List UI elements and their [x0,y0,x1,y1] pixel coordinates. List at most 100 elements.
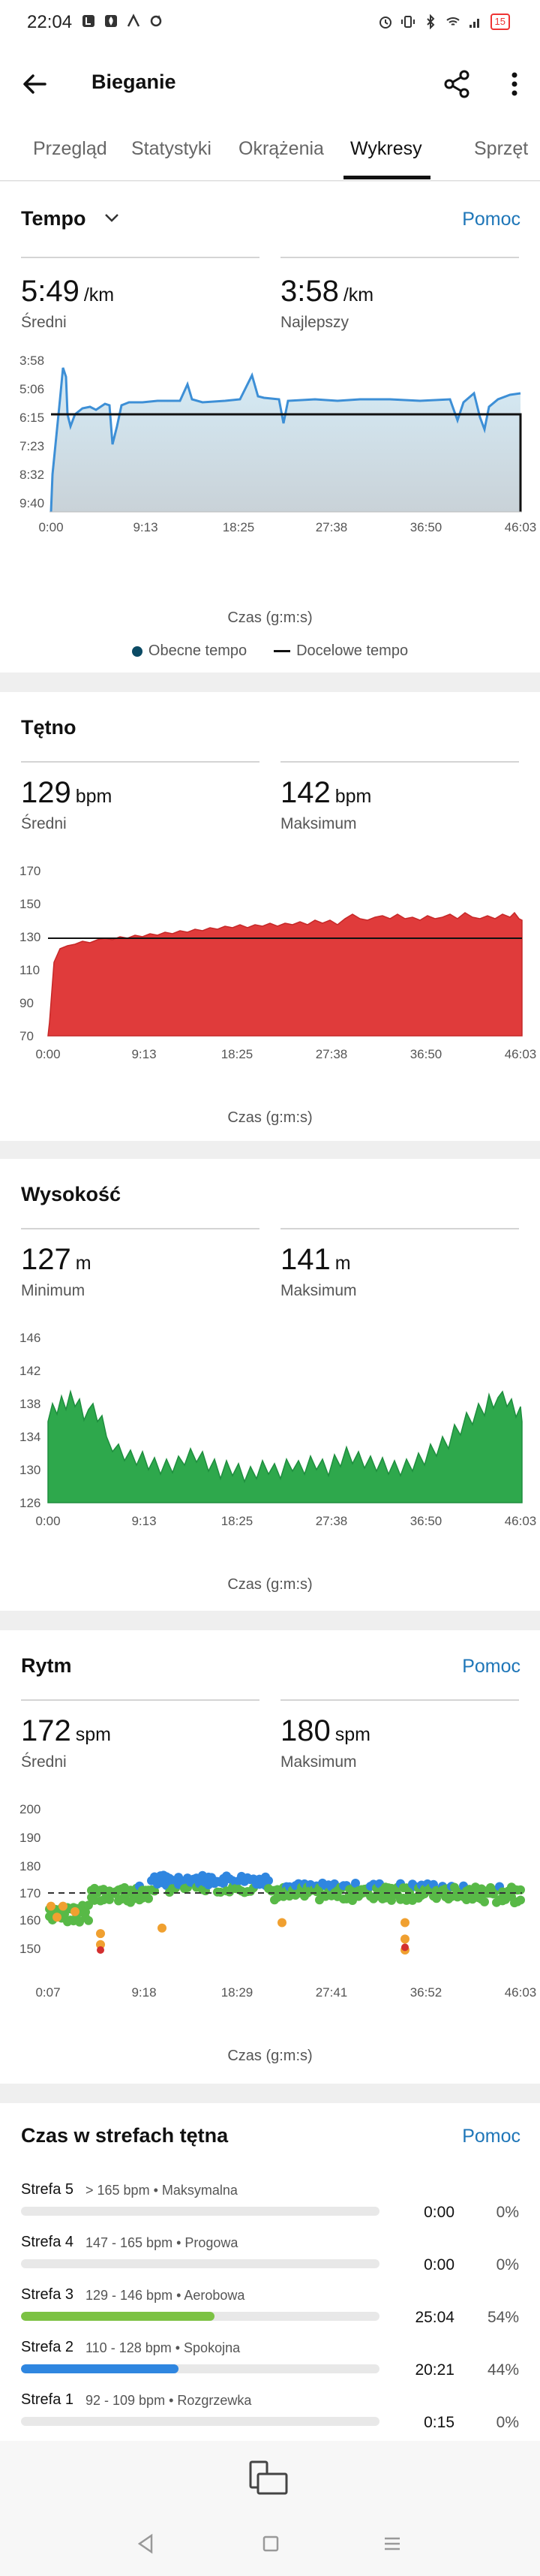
zone-name: Strefa 2 [21,2339,74,2355]
zone-time: 0:00 [424,2256,454,2274]
cadence-points [45,1870,525,1955]
zone-name: Strefa 4 [21,2234,74,2250]
pace-y-tick: 5:06 [20,382,44,396]
share-icon[interactable] [441,68,474,101]
arrow-left-icon[interactable] [18,68,51,101]
zone-bar [21,2417,380,2426]
elev-y-tick: 126 [20,1496,40,1510]
hr-max-label: Maksimum [280,815,357,832]
cadence-y-ticks: 200 190 180 170 160 150 [20,1803,40,1956]
zone-range: > 165 bpm • Maksymalna [86,2183,238,2198]
hr-x-title: Czas (g:m:s) [227,1109,313,1126]
pace-card: Tempo Pomoc 5:49/km Średni 3:58/km Najle… [0,182,540,673]
pace-help-link[interactable]: Pomoc [462,209,520,230]
zone-time: 20:21 [415,2361,454,2379]
hr-x-tick: 27:38 [316,1047,348,1061]
heart-rate-card: Tętno 129 bpm Średni 142 bpm Maksimum 170 … [0,692,540,1141]
chevron-down-icon[interactable] [104,212,120,224]
elev-min-label: Minimum [21,1282,86,1299]
zone-range: 129 - 146 bpm • Aerobowa [86,2288,245,2303]
zones-help-link[interactable]: Pomoc [462,2126,520,2147]
cadence-point [96,1929,105,1939]
pace-area [51,368,520,512]
tab-indicator [344,176,430,179]
cadence-y-tick: 200 [20,1803,40,1816]
cadence-y-tick: 190 [20,1831,40,1845]
pace-x-tick: 18:25 [223,520,255,534]
cadence-card: Rytm Pomoc 172 spm Średni 180 spm Maksimum… [0,1630,540,2084]
elev-x-title: Czas (g:m:s) [227,1576,313,1593]
hr-y-tick: 70 [20,1029,34,1043]
nav-home-icon[interactable] [260,2532,282,2555]
wifi-icon [446,17,460,26]
elev-y-tick: 146 [20,1332,40,1345]
tab-wykresy[interactable]: Wykresy [350,138,422,159]
pace-best-value: 3:58/km [280,275,374,308]
hr-average-value: 129 bpm [21,776,112,809]
zone-time: 0:00 [424,2204,454,2221]
legend-current-label: Obecne tempo [148,642,248,660]
hr-x-tick: 9:13 [131,1047,156,1061]
hr-x-tick: 36:50 [410,1047,442,1061]
cadence-point [264,1876,273,1885]
zone-range: 110 - 128 bpm • Spokojna [86,2340,241,2355]
hr-x-ticks: 0:00 9:13 18:25 27:38 36:50 46:03 [35,1047,536,1061]
pace-x-title: Czas (g:m:s) [227,609,313,626]
elev-divider-2 [280,1228,519,1229]
cadence-point [97,1946,104,1954]
elev-x-tick: 27:38 [316,1514,348,1528]
nav-back-icon[interactable] [135,2532,158,2555]
bottom-action-bar [0,2441,540,2511]
notification-flame-icon [105,15,117,27]
pace-average-value: 5:49/km [21,275,115,308]
pace-y-tick: 9:40 [20,496,44,510]
hr-y-tick: 110 [20,963,40,977]
cadence-x-tick: 9:18 [131,1985,156,2000]
zone-name: Strefa 3 [21,2286,74,2303]
pace-legend: Obecne tempo Docelowe tempo [0,642,540,660]
pace-current-line [50,367,521,513]
tab-bar: Przegląd Statystyki Okrążenia Wykresy Sp… [0,120,540,181]
status-left-icons [81,14,164,29]
tab-statystyki[interactable]: Statystyki [131,138,212,159]
cadence-point [46,1901,56,1911]
status-bar: 22:04 15 [0,0,540,48]
zone-percent: 0% [496,2256,519,2274]
sync-icon [150,15,162,27]
tab-przeglad[interactable]: Przegląd [33,138,107,159]
zone-percent: 0% [496,2204,519,2221]
zone-bar [21,2259,380,2268]
status-right-icons: 15 [378,14,510,30]
cadence-help-link[interactable]: Pomoc [462,1656,520,1677]
hr-x-tick: 46:03 [505,1047,537,1061]
zone-row-2: Strefa 2 110 - 128 bpm • Spokojna 20:21 … [0,2339,540,2391]
zone-bar-fill [21,2364,179,2373]
pace-chart: 3:58 5:06 6:15 7:23 8:32 9:40 0:00 9:13 … [20,354,536,534]
cadence-average-label: Średni [21,1753,67,1771]
tab-sprzet[interactable]: Sprzęt [474,138,529,159]
pace-x-tick: 27:38 [316,520,348,534]
zone-percent: 0% [496,2414,519,2431]
zone-name: Strefa 5 [21,2181,74,2198]
cadence-point [401,1943,409,1952]
elev-max-label: Maksimum [280,1282,357,1299]
cadence-title: Rytm [21,1654,72,1677]
hr-x-tick: 0:00 [35,1047,60,1061]
nav-recents-icon[interactable] [381,2532,404,2555]
elev-x-tick: 46:03 [505,1514,537,1528]
cadence-point [516,1895,525,1905]
tab-okrazenia[interactable]: Okrążenia [238,138,324,159]
device-copy-icon[interactable] [248,2459,291,2498]
notification-l-icon [82,15,94,27]
pace-x-tick: 0:00 [38,520,63,534]
pace-best-label: Najlepszy [280,314,350,331]
cadence-average-value: 172 spm [21,1714,111,1747]
elev-area [47,1389,523,1503]
pace-average-label: Średni [21,314,67,331]
pace-y-tick: 6:15 [20,411,44,425]
cadence-x-tick: 36:52 [410,1985,442,2000]
cadence-y-tick: 170 [20,1886,40,1900]
pace-x-ticks: 0:00 9:13 18:25 27:38 36:50 46:03 [38,520,536,534]
more-vertical-icon[interactable] [498,68,531,101]
